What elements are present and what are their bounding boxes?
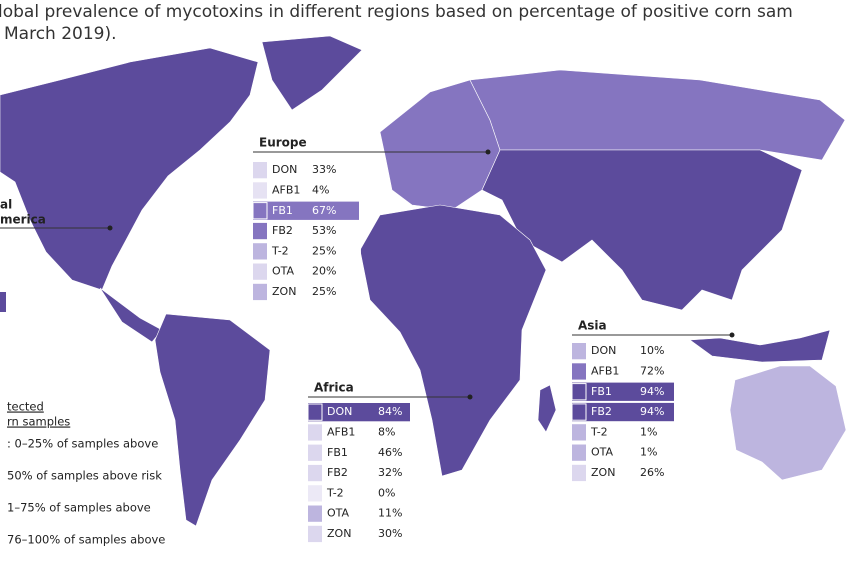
toxin: FB1 (327, 446, 348, 459)
level-swatch (253, 203, 267, 219)
greenland (262, 36, 362, 110)
toxin: OTA (272, 265, 295, 278)
toxin: DON (591, 344, 616, 357)
leader-dot (468, 395, 473, 400)
toxin: FB2 (272, 224, 293, 237)
percent: 25% (312, 244, 336, 257)
legend-swatch (0, 292, 6, 312)
level-swatch (572, 363, 586, 379)
toxin: ZON (272, 285, 296, 298)
south-america (155, 314, 270, 526)
percent: 10% (640, 344, 664, 357)
leader-dot (108, 226, 113, 231)
russia (470, 70, 845, 160)
toxin: ZON (591, 466, 615, 479)
percent: 53% (312, 224, 336, 237)
percent: 84% (378, 405, 402, 418)
percent: 26% (640, 466, 664, 479)
level-swatch (253, 162, 267, 178)
title: March 2019). (4, 24, 117, 44)
legend-heading: tected (7, 400, 44, 414)
percent: 4% (312, 183, 329, 196)
percent: 0% (378, 486, 395, 499)
percent: 8% (378, 425, 395, 438)
title: lobal prevalence of mycotoxins in differ… (0, 2, 793, 22)
level-swatch (253, 264, 267, 280)
level-swatch (308, 465, 322, 481)
toxin: OTA (327, 507, 350, 520)
level-swatch (308, 506, 322, 522)
toxin: FB1 (591, 385, 612, 398)
region-title: Europe (259, 136, 307, 150)
leader-dot (486, 150, 491, 155)
toxin: FB2 (327, 466, 348, 479)
region-label: merica (0, 213, 46, 227)
north-america (0, 48, 258, 290)
level-swatch (572, 384, 586, 400)
region-title: Africa (314, 381, 354, 395)
percent: 1% (640, 446, 657, 459)
madagascar (538, 385, 556, 432)
level-swatch (253, 182, 267, 198)
percent: 1% (640, 425, 657, 438)
level-swatch (308, 526, 322, 542)
percent: 20% (312, 265, 336, 278)
region-label: al (0, 198, 12, 212)
toxin: AFB1 (327, 425, 355, 438)
legend-item: 76–100% of samples above (7, 533, 165, 547)
percent: 67% (312, 204, 336, 217)
toxin: FB1 (272, 204, 293, 217)
percent: 30% (378, 527, 402, 540)
level-swatch (572, 404, 586, 420)
percent: 46% (378, 446, 402, 459)
percent: 11% (378, 507, 402, 520)
level-swatch (572, 445, 586, 461)
row-highlight (253, 202, 359, 220)
toxin: T-2 (271, 244, 289, 257)
callout-bg (251, 158, 361, 304)
level-swatch (572, 343, 586, 359)
toxin: OTA (591, 446, 614, 459)
percent: 72% (640, 364, 664, 377)
level-swatch (253, 243, 267, 259)
toxin: T-2 (590, 425, 608, 438)
toxin: T-2 (326, 486, 344, 499)
toxin: DON (327, 405, 352, 418)
toxin: FB2 (591, 405, 612, 418)
australia (730, 366, 846, 480)
legend-item: 1–75% of samples above (7, 501, 151, 515)
level-swatch (308, 424, 322, 440)
toxin: AFB1 (272, 183, 300, 196)
legend-item: 50% of samples above risk (7, 469, 162, 483)
level-swatch (572, 424, 586, 440)
world-map (0, 36, 846, 526)
toxin: DON (272, 163, 297, 176)
percent: 33% (312, 163, 336, 176)
level-swatch (253, 223, 267, 239)
legend-heading: rn samples (7, 415, 70, 429)
percent: 94% (640, 405, 664, 418)
level-swatch (308, 445, 322, 461)
percent: 25% (312, 285, 336, 298)
level-swatch (308, 485, 322, 501)
toxin: ZON (327, 527, 351, 540)
level-swatch (572, 465, 586, 481)
legend-item: : 0–25% of samples above (7, 437, 158, 451)
leader-dot (730, 333, 735, 338)
level-swatch (308, 404, 322, 420)
central-america (100, 288, 162, 342)
toxin: AFB1 (591, 364, 619, 377)
level-swatch (253, 284, 267, 300)
percent: 94% (640, 385, 664, 398)
region-title: Asia (578, 319, 607, 333)
percent: 32% (378, 466, 402, 479)
